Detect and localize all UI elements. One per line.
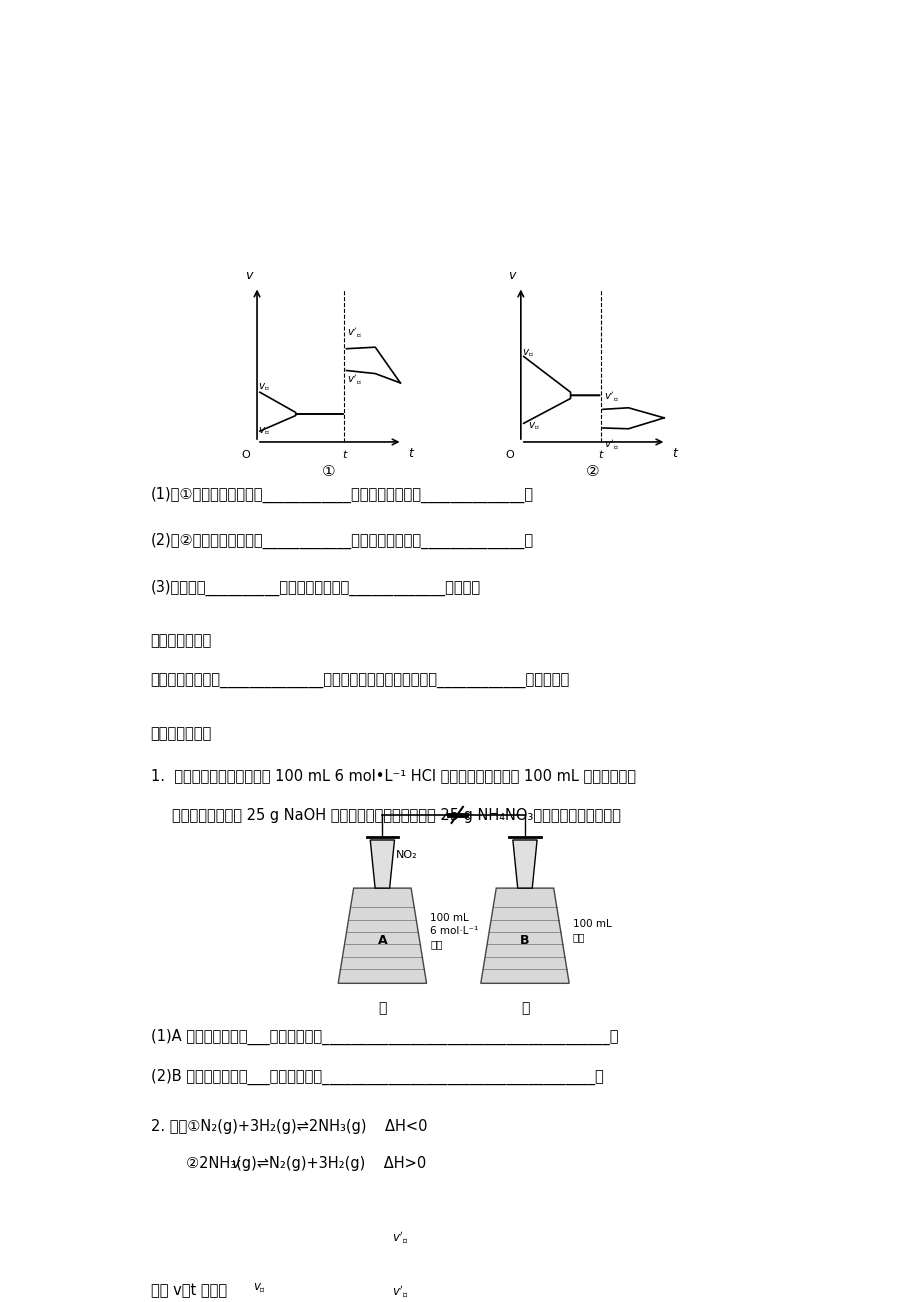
Text: (3)正反应是__________热反应，逆反应是_____________热反应。: (3)正反应是__________热反应，逆反应是_____________热反…	[151, 579, 481, 595]
Text: 100 mL
冷水: 100 mL 冷水	[573, 919, 611, 943]
Text: O: O	[505, 450, 513, 460]
Text: $v_{逆}$: $v_{逆}$	[528, 421, 539, 432]
Text: NO₂: NO₂	[395, 850, 417, 861]
Text: t: t	[598, 450, 602, 460]
Text: $v'_{正}$: $v'_{正}$	[346, 372, 361, 385]
Text: $v'_{逆}$: $v'_{逆}$	[603, 437, 618, 450]
Text: $v'_{逆}$: $v'_{逆}$	[391, 1229, 408, 1246]
Text: (2)图②表示的温度变化是____________，平衡移动方向是______________。: (2)图②表示的温度变化是____________，平衡移动方向是_______…	[151, 534, 533, 549]
Text: v: v	[508, 268, 516, 281]
Text: v: v	[232, 1156, 240, 1170]
Polygon shape	[369, 840, 394, 888]
Text: t: t	[408, 447, 413, 460]
Text: $v'_{正}$: $v'_{正}$	[603, 389, 618, 404]
Text: 杯甲的溶液中放入 25 g NaOH 固体，同时向烧杯乙中放入 25 g NH₄NO₃固体，搅拌使之溶解。: 杯甲的溶液中放入 25 g NaOH 固体，同时向烧杯乙中放入 25 g NH₄…	[172, 809, 620, 823]
Text: 其中 v－t 图像为: 其中 v－t 图像为	[151, 1284, 226, 1298]
Text: 2. 对于①N₂(g)+3H₂(g)⇌2NH₃(g)    ΔH<0: 2. 对于①N₂(g)+3H₂(g)⇌2NH₃(g) ΔH<0	[151, 1118, 426, 1134]
Polygon shape	[512, 840, 537, 888]
Text: B: B	[519, 934, 529, 947]
Text: v: v	[244, 268, 252, 281]
Text: 温度升高，平衡向______________方向移动；温度降低，平衡向____________方向移动。: 温度升高，平衡向______________方向移动；温度降低，平衡向_____…	[151, 673, 569, 689]
Text: $v'_{逆}$: $v'_{逆}$	[346, 326, 361, 340]
Text: $v_{逆}$: $v_{逆}$	[258, 426, 270, 437]
Text: 100 mL
6 mol·L⁻¹
盐酸: 100 mL 6 mol·L⁻¹ 盐酸	[430, 913, 478, 949]
Text: (2)B 瓶中气体的颜色___，简述理由：_____________________________________。: (2)B 瓶中气体的颜色___，简述理由：___________________…	[151, 1069, 603, 1085]
Text: $v_{正}$: $v_{正}$	[522, 348, 534, 359]
Text: (1)图①表示的温度变化是____________，平衡移动方向是______________。: (1)图①表示的温度变化是____________，平衡移动方向是_______…	[151, 487, 533, 504]
Text: 1.  如图所示，烧杯甲中盛放 100 mL 6 mol•L⁻¹ HCl 溶液，烧杯乙中盛放 100 mL 冷水，现向烧: 1. 如图所示，烧杯甲中盛放 100 mL 6 mol•L⁻¹ HCl 溶液，烧…	[151, 768, 635, 783]
Text: 【巩固练习】：: 【巩固练习】：	[151, 725, 211, 741]
Polygon shape	[481, 888, 569, 983]
Text: ②2NH₃(g)⇌N₂(g)+3H₂(g)    ΔH>0: ②2NH₃(g)⇌N₂(g)+3H₂(g) ΔH>0	[186, 1156, 426, 1170]
Text: t: t	[342, 450, 346, 460]
Text: 乙: 乙	[520, 1001, 528, 1016]
Text: t: t	[671, 447, 676, 460]
Text: 【归纳总结】：: 【归纳总结】：	[151, 634, 211, 648]
Text: $v_{正}$: $v_{正}$	[258, 381, 270, 393]
Text: (1)A 瓶中气体的颜色___，简述理由：_______________________________________。: (1)A 瓶中气体的颜色___，简述理由：___________________…	[151, 1029, 618, 1044]
Text: ①: ①	[322, 464, 335, 479]
Text: 甲: 甲	[378, 1001, 386, 1016]
Text: $v_{正}$: $v_{正}$	[253, 1281, 266, 1294]
Text: $v'_{正}$: $v'_{正}$	[391, 1284, 408, 1301]
Text: A: A	[377, 934, 387, 947]
Text: ②: ②	[585, 464, 599, 479]
Text: O: O	[241, 450, 250, 460]
Polygon shape	[338, 888, 426, 983]
